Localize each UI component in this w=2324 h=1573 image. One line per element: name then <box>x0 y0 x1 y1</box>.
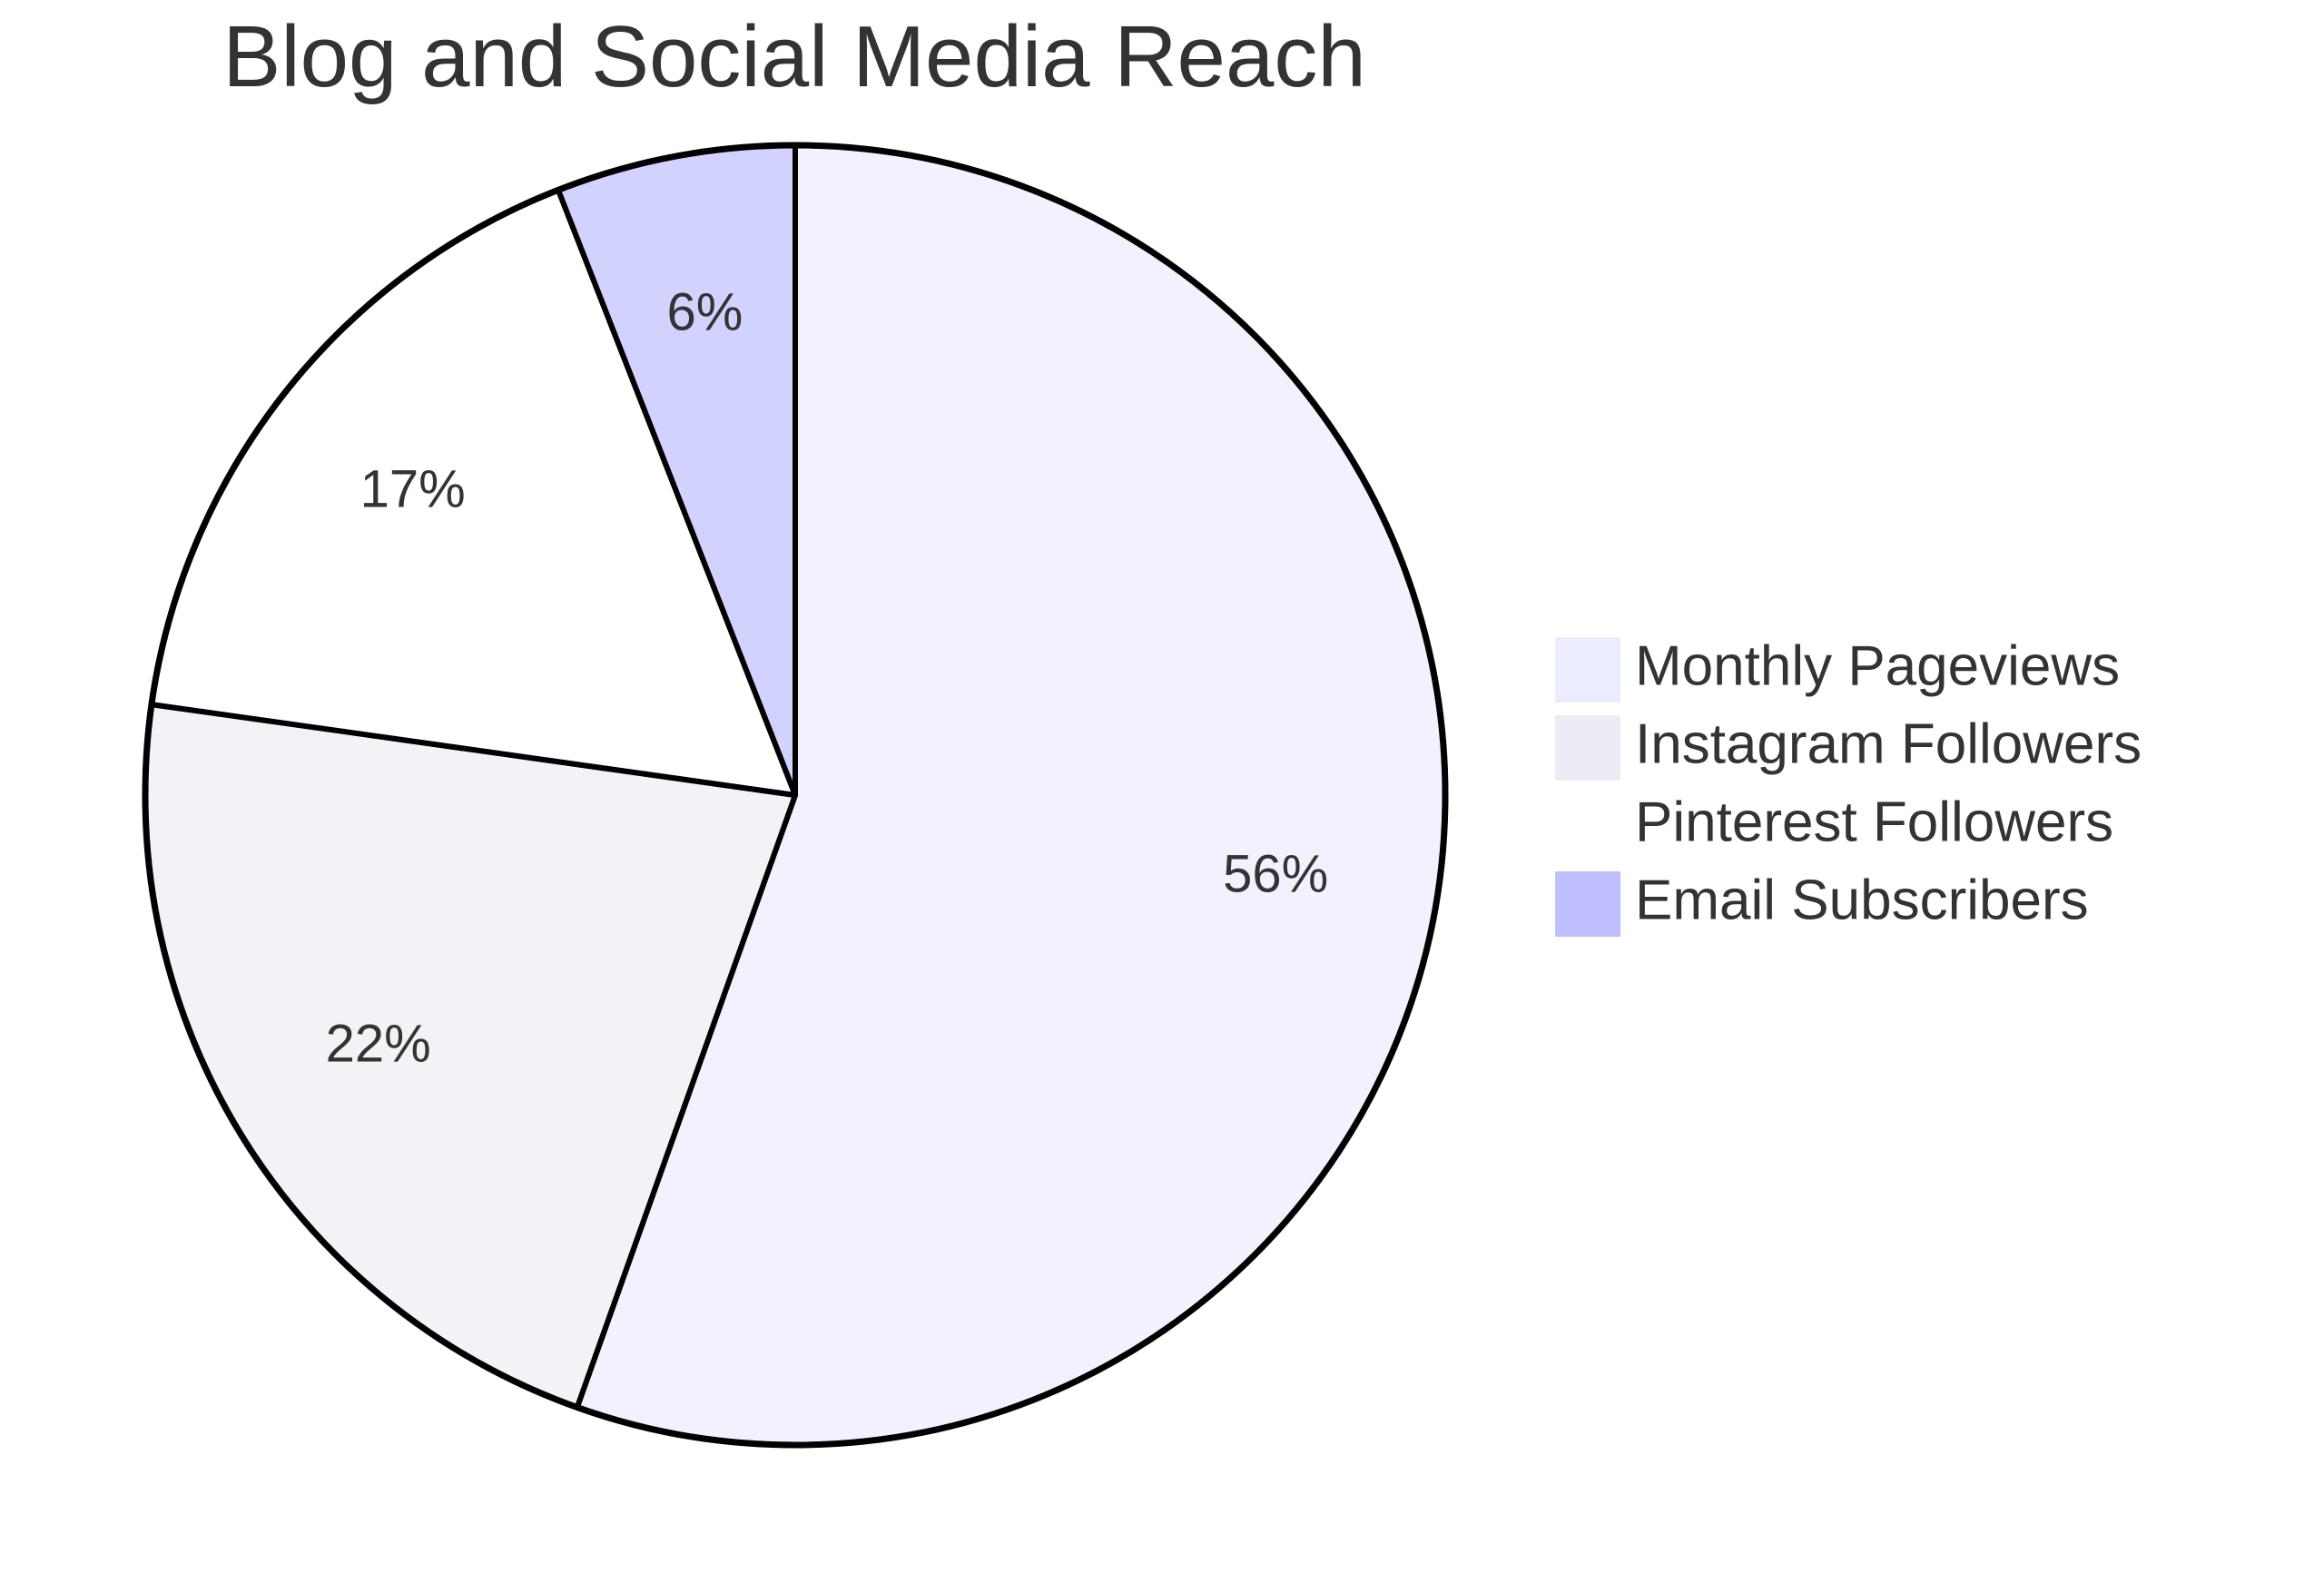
legend-label-pinterest-followers: Pinterest Followers <box>1635 791 2113 853</box>
legend-label-monthly-pageviews: Monthly Pageviews <box>1635 634 2120 697</box>
chart-title: Blog and Social Media Reach <box>222 8 1365 105</box>
legend-swatch-pinterest-followers <box>1555 793 1620 859</box>
slice-label-monthly-pageviews: 56% <box>1223 845 1328 904</box>
slice-label-instagram-followers: 22% <box>326 1014 431 1073</box>
legend: Monthly Pageviews Instagram Followers Pint… <box>1555 634 2142 937</box>
pie-slice-labels: 56% 22% 17% 6% <box>326 283 1329 1074</box>
pie-slices <box>142 142 1449 1449</box>
legend-swatch-monthly-pageviews <box>1555 637 1620 703</box>
legend-label-instagram-followers: Instagram Followers <box>1635 713 2142 775</box>
legend-swatch-instagram-followers <box>1555 715 1620 781</box>
slice-label-email-subscribers: 6% <box>666 283 743 342</box>
slice-label-pinterest-followers: 17% <box>360 459 466 518</box>
pie-outline <box>142 142 1449 1449</box>
legend-label-email-subscribers: Email Subscribers <box>1635 869 2089 931</box>
legend-swatch-email-subscribers <box>1555 871 1620 937</box>
